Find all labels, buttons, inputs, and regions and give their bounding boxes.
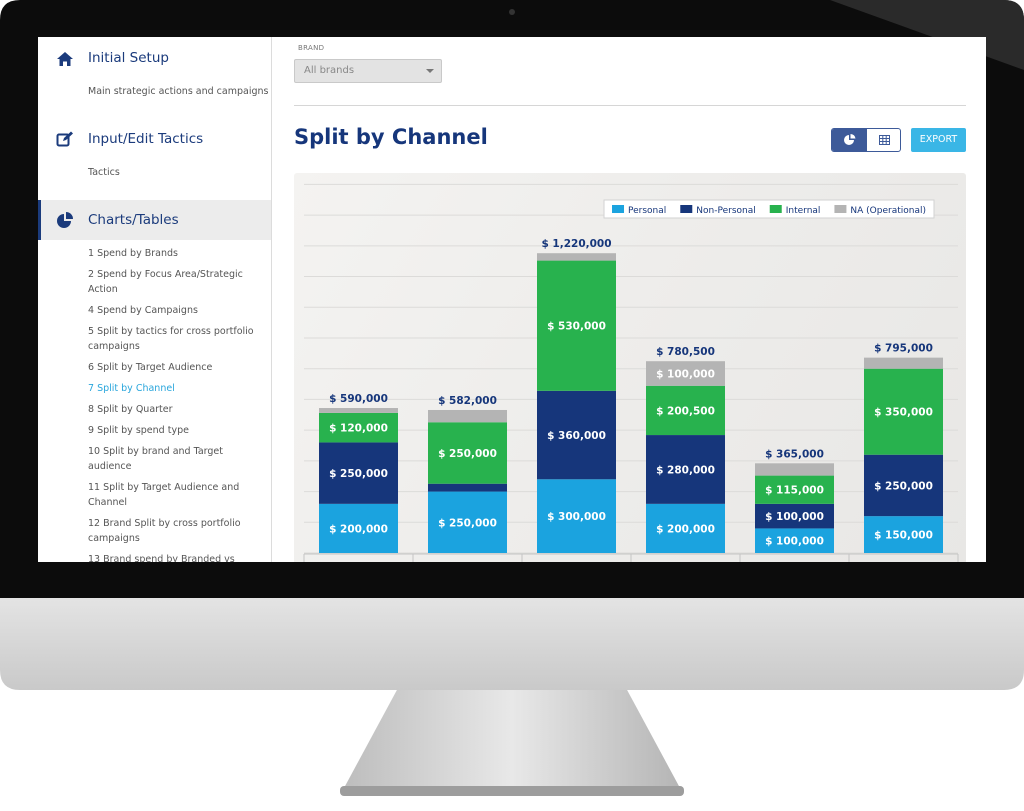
bar-segment bbox=[755, 463, 834, 476]
pie-icon bbox=[57, 212, 73, 228]
bar-segment bbox=[319, 442, 398, 504]
legend-swatch bbox=[834, 205, 847, 213]
legend-swatch bbox=[612, 205, 625, 213]
bar-value-label: $ 250,000 bbox=[329, 468, 388, 480]
bar-segment bbox=[864, 357, 943, 369]
legend-entry: NA (Operational) bbox=[834, 205, 926, 216]
legend-entry: Non-Personal bbox=[680, 205, 756, 216]
bar-value-label: $ 200,000 bbox=[329, 523, 388, 535]
chart-link[interactable]: 7 Split by Channel bbox=[88, 383, 175, 394]
screen: Initial Setup Main strategic actions and… bbox=[38, 37, 986, 562]
chart-link[interactable]: 4 Spend by Campaigns bbox=[88, 305, 198, 316]
bar-value-label: $ 100,000 bbox=[656, 368, 715, 380]
legend-swatch bbox=[680, 205, 693, 213]
bar-value-label: $ 250,000 bbox=[874, 480, 933, 492]
chart-link[interactable]: 2 Spend by Focus Area/Strategic Action bbox=[88, 269, 243, 295]
legend-entry: Personal bbox=[612, 205, 666, 216]
bar-value-label: $ 350,000 bbox=[874, 407, 933, 419]
bar-value-label: $ 100,000 bbox=[765, 511, 824, 523]
bar-value-label: $ 200,000 bbox=[656, 523, 715, 535]
legend-label: NA (Operational) bbox=[850, 206, 926, 216]
bar-segment bbox=[319, 408, 398, 413]
bar-value-label: $ 120,000 bbox=[329, 423, 388, 435]
bar-value-label: $ 100,000 bbox=[765, 536, 824, 548]
bar-value-label: $ 250,000 bbox=[438, 448, 497, 460]
chart-link[interactable]: 5 Split by tactics for cross portfolio c… bbox=[88, 326, 254, 352]
bar-segment bbox=[428, 409, 507, 423]
bar-value-label: $ 115,000 bbox=[765, 485, 824, 497]
section-title[interactable]: Initial Setup bbox=[88, 50, 169, 66]
bar-value-label: $ 300,000 bbox=[547, 511, 606, 523]
divider bbox=[294, 105, 966, 106]
chart-link[interactable]: 8 Split by Quarter bbox=[88, 404, 173, 415]
total-label: $ 780,500 bbox=[656, 346, 715, 358]
select-value: All brands bbox=[304, 65, 355, 76]
bar-value-label: $ 200,500 bbox=[656, 405, 715, 417]
bar-value-label: $ 250,000 bbox=[438, 517, 497, 529]
chart-link[interactable]: 10 Split by brand and Target audience bbox=[88, 446, 223, 472]
bar-segment bbox=[864, 454, 943, 517]
legend-label: Personal bbox=[628, 206, 666, 216]
bar-segment bbox=[646, 503, 725, 553]
caret bbox=[426, 69, 434, 73]
total-label: $ 1,220,000 bbox=[541, 238, 611, 250]
bar-segment bbox=[755, 528, 834, 553]
bar-segment bbox=[428, 491, 507, 553]
chart-list: 1 Spend by Brands 2 Spend by Focus Area/S… bbox=[88, 246, 268, 562]
page-title: Split by Channel bbox=[294, 125, 488, 149]
bar-value-label: $ 150,000 bbox=[874, 530, 933, 542]
bar-value-label: $ 360,000 bbox=[547, 430, 606, 442]
total-label: $ 795,000 bbox=[874, 343, 933, 355]
bar-segment bbox=[646, 435, 725, 504]
bar-segment bbox=[864, 516, 943, 553]
edit-icon bbox=[56, 131, 73, 147]
chart-panel bbox=[294, 173, 966, 562]
bar-value-label: $ 280,000 bbox=[656, 464, 715, 476]
bar-segment bbox=[428, 483, 507, 492]
pie-icon bbox=[844, 134, 856, 145]
sidebar: Initial Setup Main strategic actions and… bbox=[38, 37, 272, 562]
bar-segment bbox=[755, 503, 834, 529]
legend-label: Non-Personal bbox=[696, 206, 755, 216]
section-link[interactable]: Tactics bbox=[88, 167, 120, 178]
section-title[interactable]: Charts/Tables bbox=[88, 212, 179, 228]
bar-segment bbox=[864, 368, 943, 455]
bar-segment bbox=[537, 390, 616, 480]
table-view-button[interactable] bbox=[879, 135, 890, 145]
bar-segment bbox=[319, 503, 398, 553]
export-button[interactable]: EXPORT bbox=[911, 128, 966, 152]
legend-entry: Internal bbox=[769, 205, 821, 216]
bar-segment bbox=[537, 253, 616, 261]
bar-segment bbox=[646, 361, 725, 386]
filter-label: BRAND bbox=[298, 44, 325, 52]
legend-swatch bbox=[769, 205, 782, 213]
section-title[interactable]: Input/Edit Tactics bbox=[88, 131, 204, 147]
chart-link[interactable]: 11 Split by Target Audience and Channel bbox=[88, 482, 240, 508]
section-link[interactable]: Main strategic actions and campaigns bbox=[88, 86, 269, 97]
total-label: $ 590,000 bbox=[329, 393, 388, 405]
home-icon bbox=[57, 52, 73, 66]
chart-view-button[interactable] bbox=[832, 129, 867, 151]
bar-segment bbox=[646, 385, 725, 436]
total-label: $ 365,000 bbox=[765, 448, 824, 460]
bar-segment bbox=[319, 412, 398, 443]
bar-segment bbox=[537, 260, 616, 391]
chart: $ 200,000 $ 250,000 $ 120,000 $ 590,000 $ 25… bbox=[303, 183, 959, 562]
bar-segment bbox=[755, 475, 834, 504]
total-label: $ 582,000 bbox=[438, 395, 497, 407]
bar-value-label: $ 530,000 bbox=[547, 321, 606, 333]
legend-label: Internal bbox=[786, 206, 821, 216]
bar-segment bbox=[537, 479, 616, 553]
view-toggle[interactable] bbox=[831, 128, 901, 152]
chart-link[interactable]: 1 Spend by Brands bbox=[88, 248, 178, 259]
legend-box bbox=[603, 199, 935, 219]
active-section bbox=[38, 200, 271, 240]
chart-link[interactable]: 6 Split by Target Audience bbox=[88, 362, 213, 373]
chart-link[interactable]: 13 Brand spend by Branded vs Unbranded bbox=[88, 554, 235, 562]
brand-select[interactable]: All brands bbox=[294, 59, 442, 83]
chart-link[interactable]: 9 Split by spend type bbox=[88, 425, 189, 436]
legend: Personal Non-Personal Internal NA (Operatio… bbox=[603, 199, 935, 219]
bar-segment bbox=[428, 422, 507, 484]
chart-link[interactable]: 12 Brand Split by cross portfolio campai… bbox=[88, 518, 241, 544]
